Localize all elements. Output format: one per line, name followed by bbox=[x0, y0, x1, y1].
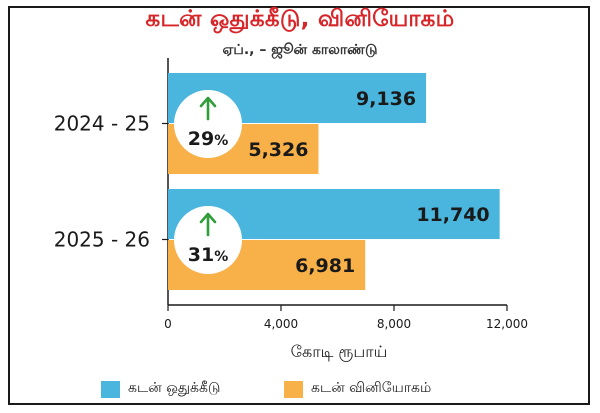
legend: கடன் ஒதுக்கீடு கடன் வினியோகம் bbox=[0, 380, 600, 400]
growth-percent: 31% bbox=[188, 244, 228, 266]
growth-badge bbox=[174, 206, 242, 274]
growth-percent: 29% bbox=[188, 128, 228, 150]
legend-swatch-disbursement bbox=[284, 381, 303, 398]
legend-label-allocation: கடன் ஒதுக்கீடு bbox=[128, 380, 221, 396]
bar-value-label: 5,326 bbox=[248, 139, 308, 161]
bar-value-label: 11,740 bbox=[416, 204, 489, 226]
legend-swatch-allocation bbox=[101, 381, 120, 398]
up-arrow-icon-head bbox=[199, 212, 217, 224]
x-tick-label: 12,000 bbox=[486, 317, 528, 331]
x-tick-label: 0 bbox=[164, 317, 172, 331]
chart-subtitle: ஏப்., – ஜூன் காலாண்டு bbox=[222, 42, 378, 58]
x-tick-label: 8,000 bbox=[377, 317, 411, 331]
bar-value-label: 9,136 bbox=[356, 88, 416, 110]
category-label: 2025 - 26 bbox=[54, 228, 150, 252]
growth-badge bbox=[174, 90, 242, 158]
up-arrow-icon-head bbox=[199, 96, 217, 108]
chart-title: கடன் ஒதுக்கீடு, வினியோகம் bbox=[145, 6, 455, 32]
x-axis-label: கோடி ரூபாய் bbox=[291, 342, 388, 362]
legend-label-disbursement: கடன் வினியோகம் bbox=[311, 380, 432, 396]
category-label: 2024 - 25 bbox=[54, 112, 150, 136]
bar-value-label: 6,981 bbox=[295, 255, 355, 277]
x-tick-label: 4,000 bbox=[264, 317, 298, 331]
